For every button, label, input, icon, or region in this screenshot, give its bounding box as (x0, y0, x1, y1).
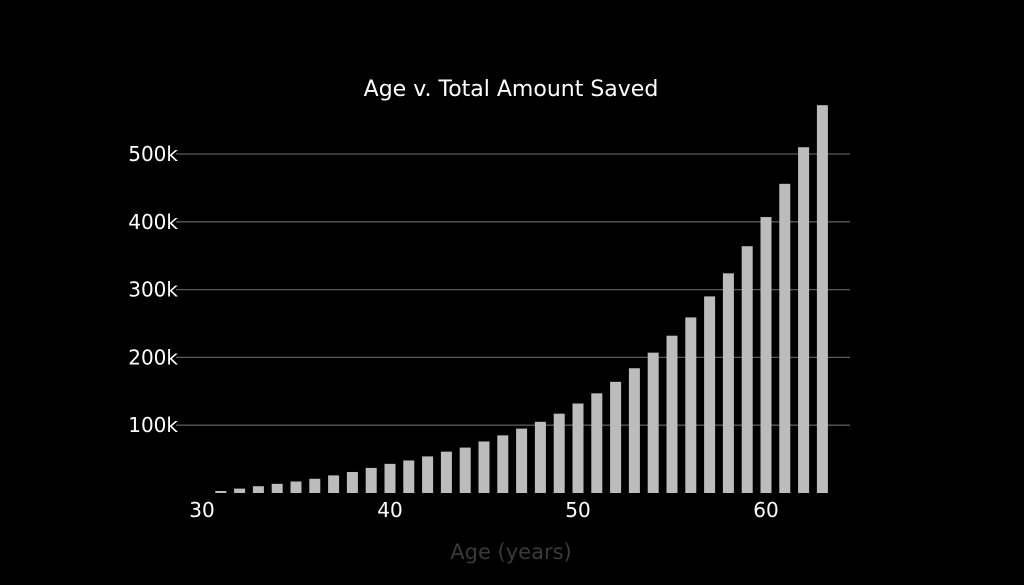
bar (516, 428, 528, 493)
y-tick-label: 100k (128, 413, 178, 437)
bar (779, 183, 791, 493)
gridlines (176, 153, 850, 426)
bar (647, 352, 659, 493)
bar (722, 273, 734, 493)
bar (704, 296, 716, 493)
bar (610, 381, 622, 493)
bar (440, 451, 452, 493)
y-tick-label: 300k (128, 278, 178, 302)
bar (572, 403, 584, 493)
bar (591, 393, 603, 493)
x-tick-label: 30 (189, 498, 214, 522)
x-axis-title: Age (years) (450, 540, 571, 564)
bar (365, 467, 377, 493)
x-tick-label: 50 (565, 498, 590, 522)
bar (760, 217, 772, 493)
bar (628, 368, 640, 493)
bar (234, 488, 246, 493)
bar (553, 413, 565, 493)
y-tick-label: 200k (128, 345, 178, 369)
y-tick-label: 400k (128, 210, 178, 234)
bar (309, 478, 321, 493)
bar (290, 481, 302, 493)
bar (798, 147, 810, 493)
bar (403, 460, 415, 493)
chart-title: Age v. Total Amount Saved (364, 77, 659, 102)
bar (741, 246, 753, 493)
bars (215, 105, 828, 494)
bar (685, 317, 697, 493)
bar (384, 463, 396, 493)
bar (252, 486, 264, 493)
bar (271, 483, 283, 493)
bar (459, 447, 471, 493)
bar (328, 475, 340, 493)
x-axis-ticks: 30 40 50 60 (189, 498, 778, 522)
bar (215, 490, 227, 493)
bar (497, 435, 509, 493)
x-tick-label: 60 (753, 498, 778, 522)
x-tick-label: 40 (377, 498, 402, 522)
bar (816, 105, 828, 494)
y-tick-label: 500k (128, 142, 178, 166)
bar (346, 471, 358, 493)
bar (534, 421, 546, 493)
bar (666, 335, 678, 493)
bar (422, 456, 434, 493)
y-axis-ticks: 100k 200k 300k 400k 500k (128, 142, 178, 437)
bar (478, 441, 490, 493)
